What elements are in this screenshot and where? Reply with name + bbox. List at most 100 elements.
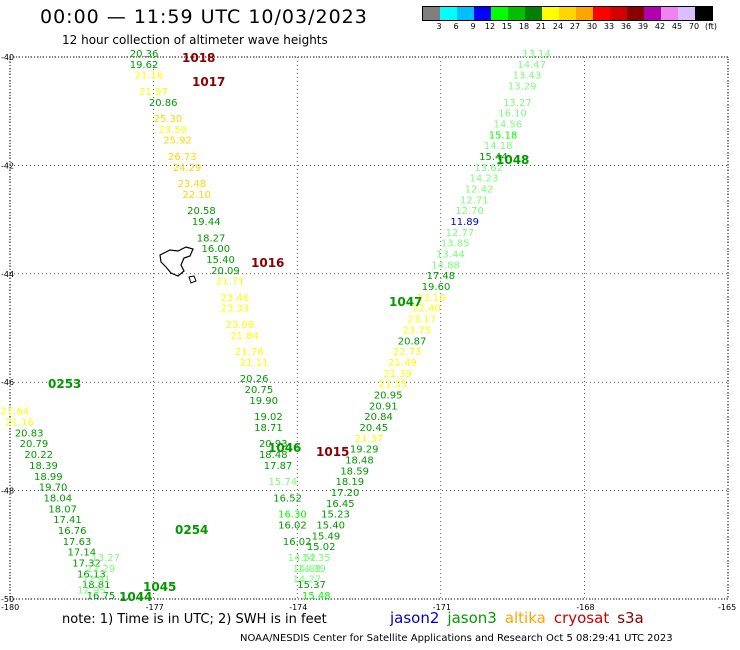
legend-swatch xyxy=(559,7,576,20)
wave-height-label: 21.39 xyxy=(383,369,412,380)
wave-height-label: 23.33 xyxy=(221,304,250,315)
wave-height-label: 15.40 xyxy=(316,521,345,532)
pressure-system-label: 1046 xyxy=(268,441,301,455)
wave-height-label: 25.30 xyxy=(154,114,183,125)
grid-lines xyxy=(9,56,729,600)
legend-label: (ft) xyxy=(704,22,718,31)
wave-height-label: 16.02 xyxy=(283,537,312,548)
legend-label: 3 xyxy=(436,22,442,31)
legend-swatch xyxy=(678,7,695,20)
satellite-label: cryosat xyxy=(553,609,610,627)
pressure-system-label: 1045 xyxy=(143,580,176,594)
wave-height-label: 12.95 xyxy=(77,586,106,597)
pressure-system-label: 1047 xyxy=(389,295,422,309)
wave-height-label: 17.41 xyxy=(53,515,82,526)
legend-swatch xyxy=(627,7,644,20)
wave-height-label: 13.29 xyxy=(508,82,537,93)
wave-height-label: 18.39 xyxy=(29,461,58,472)
wave-height-label: 19.02 xyxy=(254,412,283,423)
wave-height-label: 20.45 xyxy=(359,423,388,434)
wave-height-label: 16.30 xyxy=(278,510,307,521)
lat-tick-label: -48 xyxy=(1,487,14,496)
wave-height-label: 13.27 xyxy=(503,98,532,109)
wave-height-label: 23.50 xyxy=(158,125,187,136)
wave-height-label: 13.85 xyxy=(441,239,470,250)
wave-height-label: 19.29 xyxy=(350,445,379,456)
legend-label: 36 xyxy=(620,22,632,31)
wave-height-label: 21.16 xyxy=(134,71,163,82)
wave-height-label: 20.91 xyxy=(369,401,398,412)
wave-height-label: 14.27 xyxy=(292,575,321,586)
wave-height-label: 15.23 xyxy=(321,510,350,521)
pressure-system-label: 1044 xyxy=(119,590,152,604)
wave-height-label: 17.20 xyxy=(331,488,360,499)
plot-frame xyxy=(9,56,729,600)
legend-swatch xyxy=(423,7,440,20)
wave-height-label: 11.89 xyxy=(450,217,479,228)
legend-swatch xyxy=(644,7,661,20)
wave-height-label: 18.07 xyxy=(48,504,77,515)
wave-height-label: 16.45 xyxy=(326,499,355,510)
legend-swatch xyxy=(440,7,457,20)
wave-height-label: 23.48 xyxy=(178,179,207,190)
wave-height-label: 15.02 xyxy=(307,542,336,553)
legend-swatch xyxy=(457,7,474,20)
wave-height-label: 14.18 xyxy=(484,141,513,152)
wave-height-label: 13.62 xyxy=(474,163,503,174)
legend-label: 9 xyxy=(470,22,476,31)
wave-height-label: 17.32 xyxy=(72,558,101,569)
wave-height-label: 17.63 xyxy=(63,537,92,548)
legend-swatch xyxy=(491,7,508,20)
wave-height-label: 16.75 xyxy=(87,591,116,602)
legend-label: 6 xyxy=(453,22,459,31)
pressure-system-label: 1016 xyxy=(251,256,284,270)
legend-label: 15 xyxy=(501,22,513,31)
lon-tick-label: -174 xyxy=(289,603,307,612)
wave-height-label: 18.81 xyxy=(82,580,111,591)
wave-height-label: 15.49 xyxy=(312,531,341,542)
wave-height-label: 18.59 xyxy=(340,466,369,477)
wave-height-label: 14.88 xyxy=(292,564,321,575)
footer-credit: NOAA/NESDIS Center for Satellite Applica… xyxy=(240,633,673,644)
lat-tick-label: -46 xyxy=(1,378,14,387)
wave-height-label: 15.74 xyxy=(269,477,298,488)
wave-height-label: 16.13 xyxy=(77,569,106,580)
legend-label: 45 xyxy=(671,22,683,31)
chart-subtitle: 12 hour collection of altimeter wave hei… xyxy=(62,33,328,47)
legend-swatch xyxy=(695,7,712,20)
wave-height-label: 15.44 xyxy=(479,152,508,163)
satellite-label: s3a xyxy=(617,609,644,627)
chart-title: 00:00 — 11:59 UTC 10/03/2023 xyxy=(40,6,368,28)
satellite-label: altika xyxy=(504,609,546,627)
wave-height-label: 16.76 xyxy=(58,526,87,537)
legend-label: 70 xyxy=(688,22,700,31)
wave-height-label: 20.83 xyxy=(15,428,44,439)
wave-height-label: 21.71 xyxy=(216,277,245,288)
legend-swatch xyxy=(525,7,542,20)
lat-tick-label: -40 xyxy=(1,53,14,62)
wave-height-label: 20.22 xyxy=(24,450,53,461)
legend-label: 42 xyxy=(654,22,666,31)
legend-label: 30 xyxy=(586,22,598,31)
wave-height-label: 21.76 xyxy=(235,347,264,358)
wave-height-label: 20.86 xyxy=(149,98,178,109)
wave-height-label: 24.29 xyxy=(173,163,202,174)
legend-swatch xyxy=(576,7,593,20)
lat-tick-label: -50 xyxy=(1,595,14,604)
lat-tick-label: -44 xyxy=(1,270,14,279)
legend-swatch xyxy=(474,7,491,20)
satellite-legend: jason2 jason3 altika cryosat s3a xyxy=(390,609,652,627)
wave-height-label: 19.62 xyxy=(130,60,159,71)
wave-height-label: 14.52 xyxy=(288,553,317,564)
wave-height-label: 12.29 xyxy=(87,564,116,575)
satellite-label: jason3 xyxy=(447,609,497,627)
lon-tick-label: -177 xyxy=(146,603,164,612)
wave-height-label: 14.23 xyxy=(470,174,499,185)
lat-tick-label: -42 xyxy=(1,161,14,170)
wave-height-label: 20.79 xyxy=(20,439,49,450)
wave-height-label: 14.88 xyxy=(431,260,460,271)
wave-height-label: 17.48 xyxy=(426,271,455,282)
wave-height-label: 15.18 xyxy=(489,130,518,141)
